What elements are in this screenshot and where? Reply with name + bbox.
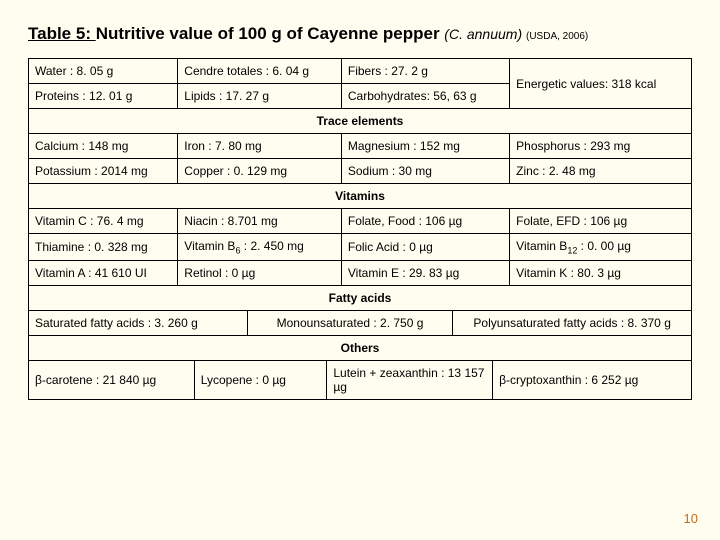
cell: Magnesium : 152 mg — [341, 134, 509, 159]
cell: Niacin : 8.701 mg — [178, 209, 342, 234]
cell: Lycopene : 0 µg — [194, 361, 327, 400]
cell: Cendre totales : 6. 04 g — [178, 59, 342, 84]
cell: β-cryptoxanthin : 6 252 µg — [493, 361, 692, 400]
cell: β-carotene : 21 840 µg — [29, 361, 195, 400]
title-italic: (C. annuum) — [444, 26, 526, 42]
cell: Vitamin B12 : 0. 00 µg — [510, 234, 692, 261]
table-row: Thiamine : 0. 328 mg Vitamin B6 : 2. 450… — [29, 234, 692, 261]
cell: Vitamin E : 29. 83 µg — [341, 261, 509, 286]
cell: Lipids : 17. 27 g — [178, 84, 342, 109]
cell: Vitamin C : 76. 4 mg — [29, 209, 178, 234]
title-main: Nutritive value of 100 g of Cayenne pepp… — [96, 24, 445, 43]
section-header-row: Others — [29, 336, 692, 361]
table-row: Calcium : 148 mg Iron : 7. 80 mg Magnesi… — [29, 134, 692, 159]
others-table: β-carotene : 21 840 µg Lycopene : 0 µg L… — [28, 361, 692, 400]
section-header-row: Vitamins — [29, 184, 692, 209]
table-title: Table 5: Nutritive value of 100 g of Cay… — [28, 24, 692, 44]
section-header-row: Fatty acids — [29, 286, 692, 311]
cell: Phosphorus : 293 mg — [510, 134, 692, 159]
table-row: β-carotene : 21 840 µg Lycopene : 0 µg L… — [29, 361, 692, 400]
cell: Proteins : 12. 01 g — [29, 84, 178, 109]
cell: Iron : 7. 80 mg — [178, 134, 342, 159]
table-row: Potassium : 2014 mg Copper : 0. 129 mg S… — [29, 159, 692, 184]
section-header: Others — [29, 336, 692, 361]
cell: Fibers : 27. 2 g — [341, 59, 509, 84]
table-row: Vitamin A : 41 610 UI Retinol : 0 µg Vit… — [29, 261, 692, 286]
cell: Vitamin B6 : 2. 450 mg — [178, 234, 342, 261]
cell: Vitamin A : 41 610 UI — [29, 261, 178, 286]
title-source: (USDA, 2006) — [526, 31, 588, 42]
page-number: 10 — [684, 511, 698, 526]
cell: Folate, Food : 106 µg — [341, 209, 509, 234]
table-row: Saturated fatty acids : 3. 260 g Monouns… — [29, 311, 692, 336]
cell: Retinol : 0 µg — [178, 261, 342, 286]
cell: Monounsaturated : 2. 750 g — [247, 311, 453, 336]
cell: Lutein + zeaxanthin : 13 157 µg — [327, 361, 493, 400]
cell: Calcium : 148 mg — [29, 134, 178, 159]
cell: Carbohydrates: 56, 63 g — [341, 84, 509, 109]
cell: Zinc : 2. 48 mg — [510, 159, 692, 184]
title-prefix: Table 5: — [28, 24, 96, 43]
section-header-row: Trace elements — [29, 109, 692, 134]
cell: Folate, EFD : 106 µg — [510, 209, 692, 234]
cell: Potassium : 2014 mg — [29, 159, 178, 184]
cell: Polyunsaturated fatty acids : 8. 370 g — [453, 311, 692, 336]
cell-energy: Energetic values: 318 kcal — [510, 59, 692, 109]
cell: Saturated fatty acids : 3. 260 g — [29, 311, 248, 336]
section-header: Fatty acids — [29, 286, 692, 311]
table-row: Water : 8. 05 g Cendre totales : 6. 04 g… — [29, 59, 692, 84]
cell: Folic Acid : 0 µg — [341, 234, 509, 261]
section-header: Trace elements — [29, 109, 692, 134]
cell: Vitamin K : 80. 3 µg — [510, 261, 692, 286]
cell: Sodium : 30 mg — [341, 159, 509, 184]
cell: Water : 8. 05 g — [29, 59, 178, 84]
fatty-table: Saturated fatty acids : 3. 260 g Monouns… — [28, 311, 692, 361]
cell: Copper : 0. 129 mg — [178, 159, 342, 184]
nutritive-table: Water : 8. 05 g Cendre totales : 6. 04 g… — [28, 58, 692, 311]
table-row: Vitamin C : 76. 4 mg Niacin : 8.701 mg F… — [29, 209, 692, 234]
cell: Thiamine : 0. 328 mg — [29, 234, 178, 261]
section-header: Vitamins — [29, 184, 692, 209]
